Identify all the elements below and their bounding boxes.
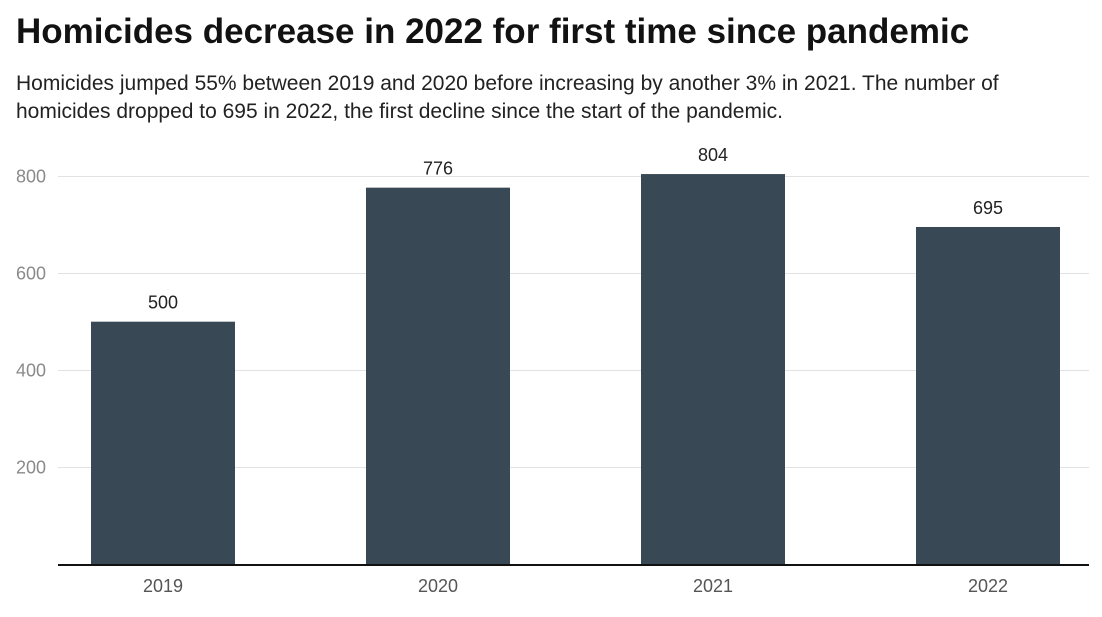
- y-tick-label: 200: [16, 458, 46, 478]
- chart-title: Homicides decrease in 2022 for first tim…: [16, 12, 970, 51]
- chart-subtitle: Homicides jumped 55% between 2019 and 20…: [16, 72, 999, 123]
- y-tick-label: 400: [16, 361, 46, 381]
- bar-2020: [366, 187, 510, 565]
- x-tick-label-2020: 2020: [418, 576, 458, 596]
- data-label-2019: 500: [148, 293, 178, 313]
- bar-2019: [91, 321, 235, 565]
- value-labels: 500 776 804 695: [148, 145, 1003, 313]
- y-tick-label: 800: [16, 167, 46, 187]
- x-tick-label-2019: 2019: [143, 576, 183, 596]
- data-label-2022: 695: [973, 198, 1003, 218]
- x-tick-label-2021: 2021: [693, 576, 733, 596]
- data-label-2020: 776: [423, 159, 453, 179]
- data-label-2021: 804: [698, 145, 728, 165]
- y-tick-label: 600: [16, 264, 46, 284]
- x-tick-label-2022: 2022: [968, 576, 1008, 596]
- bar-2022: [916, 226, 1060, 565]
- bars: [91, 174, 1060, 565]
- bar-2021: [641, 174, 785, 565]
- y-axis-tick-labels: 200 400 600 800: [16, 167, 46, 478]
- x-axis-tick-labels: 2019 2020 2021 2022: [143, 576, 1008, 596]
